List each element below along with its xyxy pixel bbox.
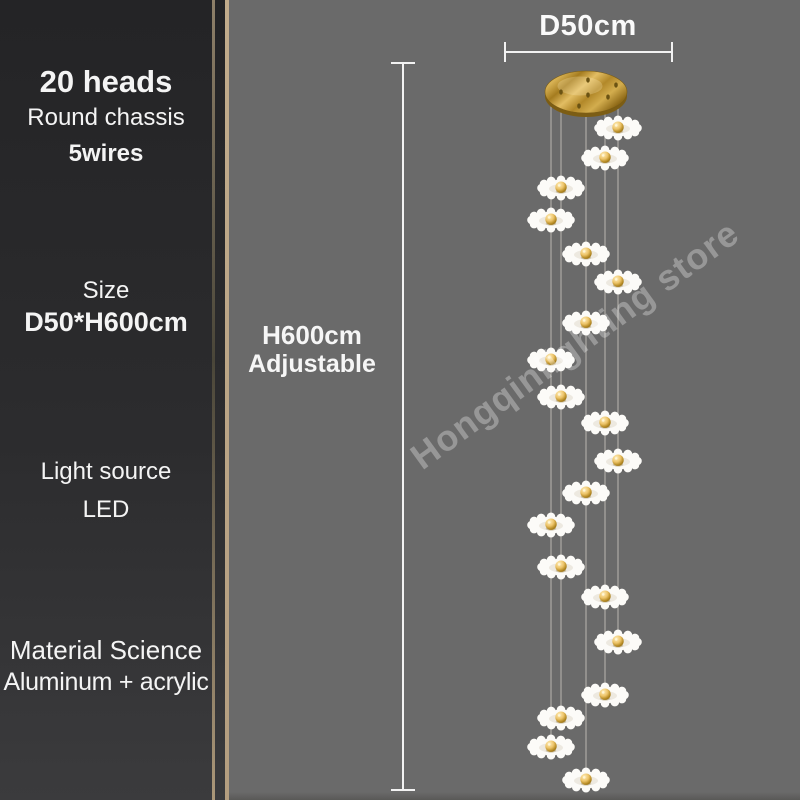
diameter-dimension-label: D50cm [539,10,637,42]
panel-divider-inner-line [212,0,215,800]
flower-head [537,554,585,580]
spec-chassis-type: Round chassis [27,104,185,131]
flower-head [594,629,642,655]
spec-size-value: D50*H600cm [24,307,188,337]
suspension-wires [550,106,619,780]
flower-head [537,705,585,731]
flower-head [581,584,629,610]
flower-head [537,384,585,410]
flower-head [594,448,642,474]
spec-light-source-label: Light source [40,458,172,485]
height-value: H600cm [262,320,362,350]
spec-light-source-value: LED [82,496,130,523]
height-dimension-label: H600cm Adjustable [227,321,397,379]
flower-head [527,512,575,538]
spec-panel: 20 heads Round chassis 5wires Size D50*H… [0,0,229,800]
ceiling-canopy [544,70,628,117]
flower-head [562,767,610,793]
flower-head [594,115,642,141]
panel-divider-outer-line [225,0,229,800]
flower-head [537,175,585,201]
flower-head [581,145,629,171]
flower-head [527,734,575,760]
spec-head-count: 20 heads [39,64,173,99]
bottom-edge-shade [229,792,800,800]
spec-wire-count: 5wires [68,140,144,167]
spec-material-value: Aluminum + acrylic [3,668,209,696]
flower-head [594,269,642,295]
flower-head [562,241,610,267]
flower-head [581,410,629,436]
height-adjustable-note: Adjustable [248,350,376,378]
flower-head [527,347,575,373]
flower-head [527,207,575,233]
dimension-lines [391,42,673,791]
spec-size-label: Size [82,277,130,304]
spec-material-label: Material Science [9,635,203,665]
flower-head [562,310,610,336]
flower-heads [527,115,642,793]
flower-head [562,480,610,506]
flower-head [581,682,629,708]
